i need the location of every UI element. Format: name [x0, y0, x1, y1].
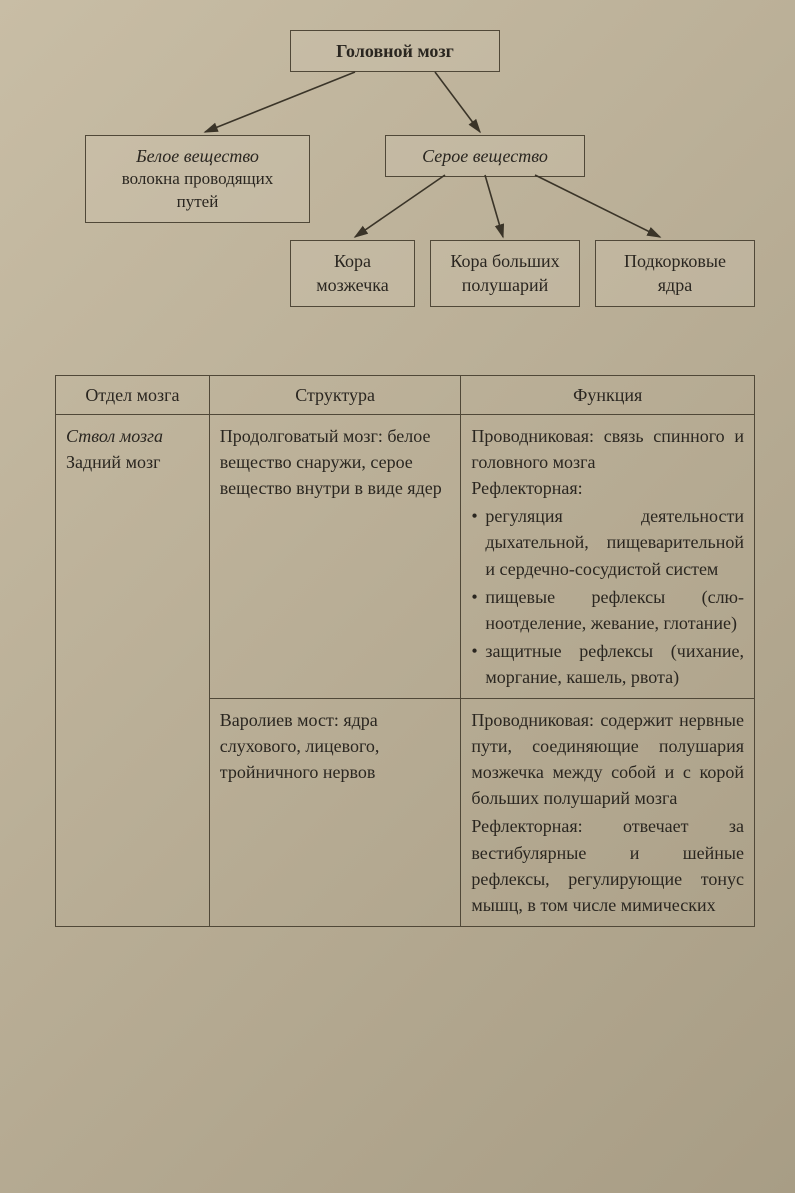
function-bullets: регуляция деятельности дыхательной, пище…: [471, 503, 744, 690]
cell-section: Ствол мозга Задний мозг: [56, 415, 210, 927]
node-root-label: Головной мозг: [336, 41, 454, 61]
function-lead1: Проводниковая: связь спин­ного и головно…: [471, 423, 744, 475]
brain-table: Отдел мозга Структура Функция Ствол мозг…: [55, 375, 755, 927]
bullet-item: защитные рефлексы (чи­хание, моргание, к…: [471, 638, 744, 690]
bullet-item: пищевые рефлексы (слю­ноотделение, жеван…: [471, 584, 744, 636]
cell-structure: Продолговатый мозг: белое вещество сна­р…: [209, 415, 461, 699]
node-white-matter-title: Белое вещество: [100, 144, 295, 168]
node-grey-matter-title: Серое вещество: [422, 146, 548, 166]
node-cerebellum-cortex: Кора мозжечка: [290, 240, 415, 307]
node-subcortical-nuclei: Подкорковые ядра: [595, 240, 755, 307]
table-row: Ствол мозга Задний мозг Продолговатый мо…: [56, 415, 755, 699]
node-root: Головной мозг: [290, 30, 500, 72]
node-white-matter: Белое вещество волокна проводящих путей: [85, 135, 310, 223]
bullet-item: регуляция деятельности дыхательной, пище…: [471, 503, 744, 581]
th-structure: Структура: [209, 376, 461, 415]
section-plain: Задний мозг: [66, 449, 199, 475]
section-italic: Ствол мозга: [66, 423, 199, 449]
function-lead2: Рефлекторная:: [471, 475, 744, 501]
th-function: Функция: [461, 376, 755, 415]
node-grey-matter: Серое вещество: [385, 135, 585, 177]
cell-function: Проводниковая: содержит нервные пути, со…: [461, 699, 755, 927]
node-hemisphere-cortex-label: Кора больших полушарий: [450, 251, 559, 295]
brain-diagram: Головной мозг Белое вещество волокна про…: [55, 30, 755, 360]
node-subcortical-nuclei-label: Подкорковые ядра: [624, 251, 726, 295]
table-header-row: Отдел мозга Структура Функция: [56, 376, 755, 415]
node-hemisphere-cortex: Кора больших полушарий: [430, 240, 580, 307]
node-white-matter-sub: волокна проводящих путей: [100, 168, 295, 214]
function-p1: Проводниковая: содержит нервные пути, со…: [471, 707, 744, 811]
cell-structure: Варолиев мост: ядра слухового, лицевого,…: [209, 699, 461, 927]
function-p2: Рефлекторная: отвечает за вестибулярные …: [471, 813, 744, 917]
page: Головной мозг Белое вещество волокна про…: [0, 0, 795, 957]
th-section: Отдел мозга: [56, 376, 210, 415]
cell-function: Проводниковая: связь спин­ного и головно…: [461, 415, 755, 699]
node-cerebellum-cortex-label: Кора мозжечка: [316, 251, 388, 295]
